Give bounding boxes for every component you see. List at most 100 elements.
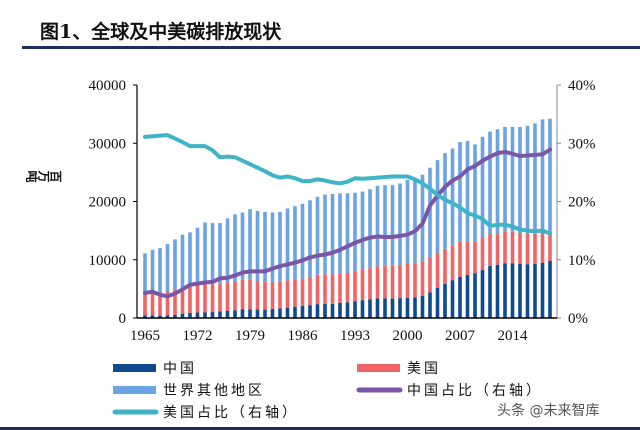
bar-rest-of-world-1980: [255, 210, 260, 282]
bar-usa-1969: [173, 289, 177, 315]
bar-china-2008: [465, 275, 470, 318]
bar-usa-2001: [413, 263, 417, 298]
bar-china-1997: [383, 298, 387, 318]
bar-china-2016: [525, 264, 530, 318]
bar-usa-1974: [210, 284, 215, 313]
bar-usa-1989: [323, 274, 327, 304]
bar-china-1981: [263, 309, 267, 318]
bar-rest-of-world-1965: [143, 253, 147, 294]
bar-usa-2012: [495, 234, 500, 265]
bar-china-1989: [323, 303, 327, 318]
bar-china-1968: [165, 315, 170, 318]
bar-rest-of-world-2011: [488, 131, 492, 235]
left-tick-label: 0: [119, 311, 127, 327]
bar-usa-1982: [270, 282, 275, 310]
bar-rest-of-world-1984: [285, 208, 290, 281]
x-tick-label: 1993: [340, 328, 370, 344]
bar-rest-of-world-1987: [308, 200, 312, 277]
bar-rest-of-world-1978: [240, 212, 245, 280]
bar-rest-of-world-1995: [368, 189, 372, 269]
bar-china-2017: [533, 263, 537, 318]
bar-china-1971: [188, 312, 192, 318]
bar-china-2000: [405, 297, 410, 318]
bar-china-1969: [173, 314, 177, 318]
bar-china-1982: [270, 309, 275, 318]
bar-china-1990: [330, 303, 335, 318]
bar-china-2015: [518, 263, 522, 318]
right-tick-label: 20%: [568, 195, 596, 211]
bar-china-2002: [420, 295, 425, 318]
bar-usa-1981: [263, 281, 267, 310]
bar-rest-of-world-2014: [510, 126, 515, 232]
bar-china-1978: [240, 309, 245, 318]
bar-rest-of-world-1981: [263, 211, 267, 282]
bar-usa-1985: [293, 279, 297, 307]
bar-china-2018: [540, 262, 545, 318]
bar-usa-1967: [158, 292, 162, 316]
bar-rest-of-world-2017: [533, 123, 537, 234]
bar-china-1999: [398, 298, 402, 318]
bar-rest-of-world-1990: [330, 193, 335, 275]
bar-rest-of-world-1976: [225, 218, 230, 283]
bar-rest-of-world-1979: [248, 209, 252, 280]
line-china-share: [143, 147, 552, 299]
bar-rest-of-world-1967: [158, 248, 162, 293]
bar-usa-1993: [353, 270, 357, 302]
x-tick-label: 1965: [130, 328, 160, 344]
bar-usa-1973: [203, 283, 207, 313]
bar-usa-1970: [180, 287, 185, 314]
bar-usa-1997: [383, 265, 387, 299]
bar-usa-1976: [225, 282, 230, 311]
bar-china-1985: [293, 306, 297, 318]
legend-label: 中国: [163, 361, 197, 377]
bar-china-2006: [450, 280, 455, 318]
bar-usa-1998: [390, 265, 395, 299]
bar-rest-of-world-2007: [458, 142, 462, 242]
bar-china-1972: [195, 312, 200, 318]
bar-usa-2002: [420, 261, 425, 296]
legend-usa-share: 美国占比（右轴）: [112, 405, 296, 421]
bar-rest-of-world-2019: [548, 118, 552, 231]
bar-rest-of-world-1972: [195, 227, 200, 285]
bar-usa-1992: [345, 272, 350, 303]
bar-china-1970: [180, 313, 185, 318]
bar-usa-2015: [518, 233, 522, 264]
bar-usa-1978: [240, 279, 245, 310]
bar-usa-1965: [143, 293, 147, 316]
bar-rest-of-world-1997: [383, 185, 387, 266]
bar-china-1992: [345, 302, 350, 318]
bars-group: [143, 118, 552, 318]
bar-china-1965: [143, 315, 147, 318]
bar-usa-2010: [480, 237, 485, 271]
bar-rest-of-world-2008: [465, 140, 470, 242]
bar-usa-2000: [405, 263, 410, 298]
bar-rest-of-world-2018: [540, 119, 545, 232]
bar-usa-2019: [548, 230, 552, 261]
right-tick-label: 0%: [568, 311, 588, 327]
bar-china-2009: [473, 273, 477, 318]
page-title: 图1、全球及中美碳排放现状: [40, 20, 282, 43]
bar-usa-1991: [338, 273, 342, 303]
bar-usa-1995: [368, 268, 372, 300]
bar-china-2019: [548, 260, 552, 318]
bar-usa-1994: [360, 269, 365, 301]
bar-china-1988: [315, 304, 320, 318]
legend-label: 中国占比（右轴）: [407, 383, 543, 399]
bar-rest-of-world-1993: [353, 192, 357, 271]
bar-usa-2008: [465, 241, 470, 276]
bar-usa-2004: [435, 252, 440, 288]
bar-china-1994: [360, 300, 365, 318]
bar-rest-of-world-1989: [323, 194, 327, 275]
legend-swatch: [113, 364, 156, 372]
bar-usa-2016: [525, 233, 530, 265]
bar-china-1976: [225, 310, 230, 318]
bar-china-1973: [203, 312, 207, 318]
title-underline: [22, 46, 640, 49]
bar-china-1980: [255, 309, 260, 318]
bar-rest-of-world-1985: [293, 206, 297, 280]
bar-china-2010: [480, 270, 485, 318]
bar-usa-1979: [248, 279, 252, 310]
x-tick-label: 2007: [445, 328, 476, 344]
line-usa-share: [143, 133, 552, 236]
